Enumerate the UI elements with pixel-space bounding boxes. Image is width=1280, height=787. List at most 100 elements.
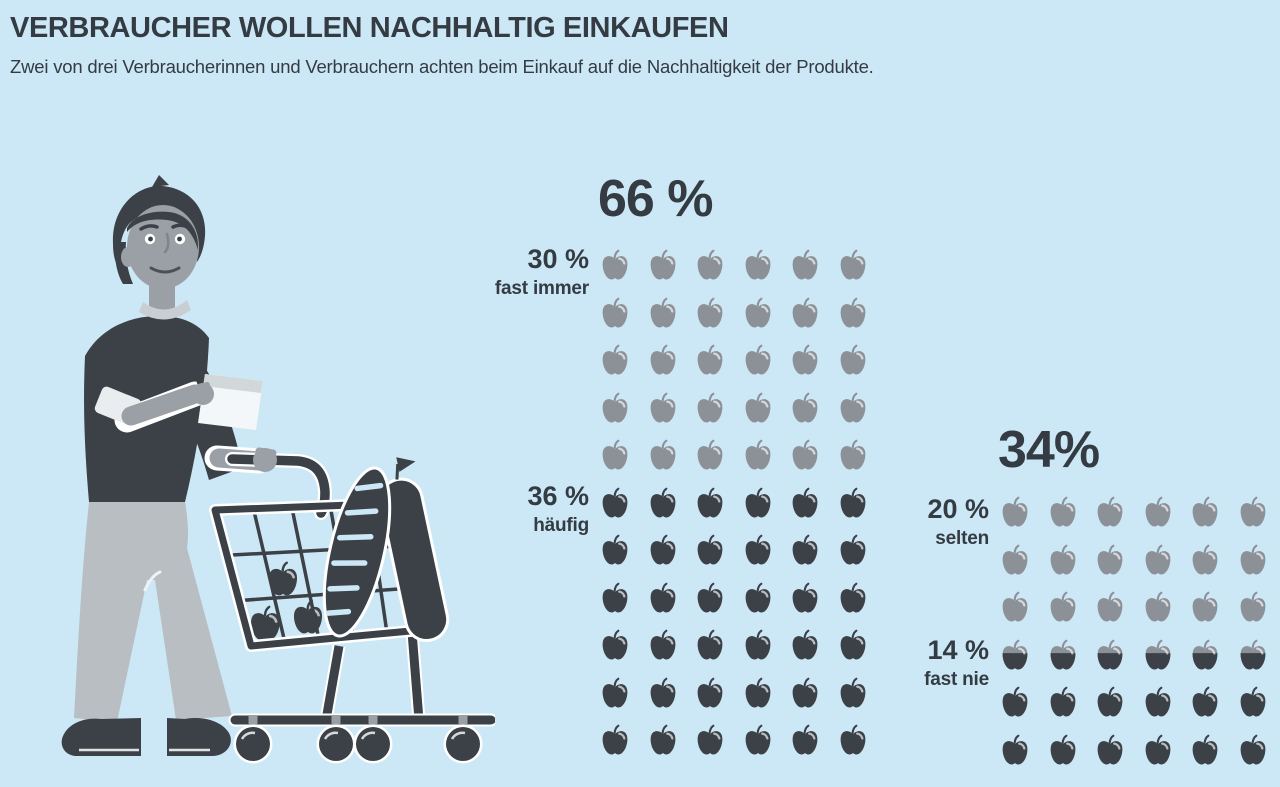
- apple-icon: [600, 723, 630, 757]
- apple-icon: [1095, 733, 1125, 767]
- apple-icon: [743, 486, 773, 520]
- apple-icon: [695, 533, 725, 567]
- apple-icon: [1048, 638, 1078, 672]
- apple-icon: [1000, 590, 1030, 624]
- segment-name: fast immer: [494, 278, 589, 299]
- apple-icon: [1095, 638, 1125, 672]
- apple-icon: [743, 248, 773, 282]
- apple-icon: [838, 676, 868, 710]
- apple-icon: [1048, 685, 1078, 719]
- apple-icon: [648, 723, 678, 757]
- man-figure: [61, 175, 263, 756]
- apple-icon: [1000, 543, 1030, 577]
- neck: [149, 280, 175, 310]
- apple-icon: [600, 296, 630, 330]
- flag: [396, 457, 416, 472]
- eyebrows: [139, 223, 191, 231]
- segment-label-fast-immer: 30 % fast immer: [477, 246, 589, 299]
- apple-grid-34: [1000, 495, 1268, 767]
- cart-wheels: [233, 724, 483, 764]
- apple-icon: [648, 533, 678, 567]
- apple-icon: [695, 296, 725, 330]
- apple-icon: [790, 676, 820, 710]
- apple-icon: [790, 628, 820, 662]
- apple-icon: [743, 296, 773, 330]
- shoe-left: [61, 718, 141, 756]
- fringe: [127, 211, 198, 250]
- page-title: VERBRAUCHER WOLLEN NACHHALTIG EINKAUFEN: [10, 12, 729, 44]
- segment-label-fast-nie: 14 % fast nie: [877, 635, 989, 690]
- apple-icon: [790, 343, 820, 377]
- baguette: [322, 466, 392, 638]
- apple-icon: [1238, 638, 1268, 672]
- apple-icon: [695, 391, 725, 425]
- apple-icon: [1143, 543, 1173, 577]
- pants: [74, 502, 232, 722]
- apple-icon: [1000, 638, 1030, 672]
- apple-icon: [648, 676, 678, 710]
- apple-icon: [695, 723, 725, 757]
- apple-icon: [1143, 495, 1173, 529]
- apple-icon: [838, 438, 868, 472]
- apple-icon: [743, 581, 773, 615]
- man-with-shopping-cart-illustration: [61, 175, 495, 764]
- apple-icon: [1048, 543, 1078, 577]
- apple-icon: [1048, 495, 1078, 529]
- apple-icon: [648, 581, 678, 615]
- apple-icon: [790, 438, 820, 472]
- apple-icon: [1190, 733, 1220, 767]
- shopping-cart: [204, 445, 495, 764]
- apple-icon: [1238, 495, 1268, 529]
- apple-icon: [600, 486, 630, 520]
- shoe-right: [167, 718, 231, 756]
- apple-icon: [838, 248, 868, 282]
- apple-icon: [1000, 685, 1030, 719]
- apple-icon: [1190, 543, 1220, 577]
- salami: [378, 457, 450, 642]
- apple-icon: [1000, 495, 1030, 529]
- apple-icon: [1238, 590, 1268, 624]
- apple-icon: [695, 343, 725, 377]
- apple-icon: [838, 723, 868, 757]
- apple-icon: [838, 486, 868, 520]
- segment-name: fast nie: [924, 669, 989, 690]
- apple-icon: [743, 391, 773, 425]
- mouth: [149, 266, 181, 274]
- apple-icon: [600, 391, 630, 425]
- nose: [163, 232, 170, 254]
- segment-name: selten: [935, 528, 989, 549]
- apple-icon: [838, 628, 868, 662]
- apple-icon: [600, 676, 630, 710]
- apple-icon: [838, 296, 868, 330]
- apple-icon: [790, 248, 820, 282]
- apple-icon: [1000, 733, 1030, 767]
- apple-icon: [600, 438, 630, 472]
- apple-icon: [648, 296, 678, 330]
- total-label-66: 66 %: [598, 170, 714, 228]
- apple-icon: [695, 676, 725, 710]
- apple-icon: [1143, 590, 1173, 624]
- apple-icon: [1143, 733, 1173, 767]
- apple-icon: [790, 581, 820, 615]
- apple-icon: [790, 296, 820, 330]
- apple-icon: [648, 248, 678, 282]
- segment-value: 14 %: [927, 635, 989, 665]
- apple-icon: [1143, 685, 1173, 719]
- apple-icon: [743, 676, 773, 710]
- pants-seam: [143, 570, 162, 592]
- apple-icon: [1190, 590, 1220, 624]
- apple-grid-66: [600, 248, 868, 757]
- apple-icon: [743, 343, 773, 377]
- segment-label-haeufig: 36 % häufig: [477, 483, 589, 536]
- cart-leg: [407, 631, 424, 721]
- apple-icon: [1190, 685, 1220, 719]
- ear: [121, 247, 135, 267]
- apple-icon: [743, 438, 773, 472]
- collar: [139, 300, 191, 320]
- segment-label-selten: 20 % selten: [877, 496, 989, 549]
- apple-icon: [1048, 590, 1078, 624]
- apple-icon: [838, 533, 868, 567]
- apple-icon: [1095, 685, 1125, 719]
- apple-icon: [1095, 495, 1125, 529]
- apple-icon: [790, 391, 820, 425]
